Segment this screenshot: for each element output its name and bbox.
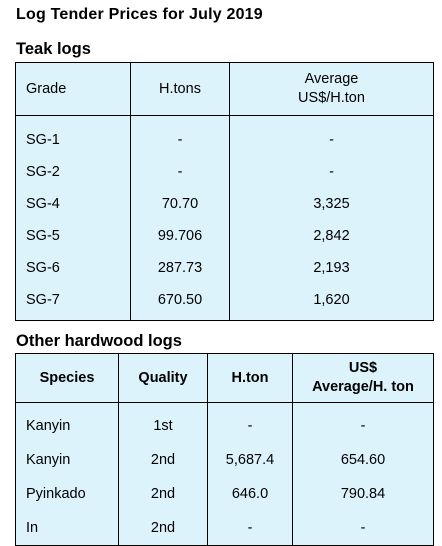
table-cell: SG-4 — [15, 188, 131, 220]
teak-prices-table: Grade H.tons Average US$/H.ton SG-1- - SG-… — [15, 62, 434, 321]
table-cell: SG-2 — [15, 156, 131, 188]
table-cell: - — [130, 115, 230, 156]
header-line: Average/H. ton — [312, 379, 414, 395]
table-cell: 2nd — [118, 443, 208, 477]
table-cell: 2nd — [118, 477, 208, 511]
table-cell: 2nd — [118, 511, 208, 546]
table-cell: 2,193 — [229, 252, 434, 284]
table-cell: 2,842 — [229, 220, 434, 252]
table-cell: In — [15, 511, 119, 546]
column-header-htons: H.tons — [130, 62, 230, 116]
table-row: SG-2- - — [15, 156, 434, 188]
column-header-grade: Grade — [15, 62, 131, 116]
table-cell: 670.50 — [130, 284, 230, 321]
column-header-quality: Quality — [118, 353, 208, 403]
header-line: US$ — [348, 360, 378, 376]
column-header-average-price: US$ Average/H. ton — [292, 353, 434, 403]
table-cell: Pyinkado — [15, 477, 119, 511]
column-header-species: Species — [15, 353, 119, 403]
table-cell: 287.73 — [130, 252, 230, 284]
table-row: SG-7 670.50 1,620 — [15, 284, 434, 321]
table-cell: 646.0 — [207, 477, 293, 511]
table-cell: SG-5 — [15, 220, 131, 252]
teak-section-title: Teak logs — [16, 40, 91, 58]
table-row: SG-6 287.73 2,193 — [15, 252, 434, 284]
table-cell: 790.84 — [292, 477, 434, 511]
header-line: US$/H.ton — [298, 90, 365, 106]
hardwood-section-title: Other hardwood logs — [16, 332, 182, 350]
table-cell: - — [207, 402, 293, 443]
column-header-average-price: Average US$/H.ton — [229, 62, 434, 116]
table-cell: - — [130, 156, 230, 188]
table-cell: - — [207, 511, 293, 546]
table-cell: 654.60 — [292, 443, 434, 477]
table-cell: - — [229, 115, 434, 156]
table-cell: Kanyin — [15, 402, 119, 443]
table-row: SG-1- - — [15, 115, 434, 156]
table-cell: 5,687.4 — [207, 443, 293, 477]
table-cell: - — [292, 402, 434, 443]
table-cell: SG-6 — [15, 252, 131, 284]
table-header-row: Species Quality H.ton US$ Average/H. ton — [15, 353, 434, 403]
table-header-row: Grade H.tons Average US$/H.ton — [15, 62, 434, 116]
table-cell: 3,325 — [229, 188, 434, 220]
table-cell: - — [292, 511, 434, 546]
column-header-hton: H.ton — [207, 353, 293, 403]
table-cell: 70.70 — [130, 188, 230, 220]
table-row: In 2nd - - — [15, 511, 434, 546]
table-row: Kanyin 1st - - — [15, 402, 434, 443]
table-cell: 1st — [118, 402, 208, 443]
table-cell: Kanyin — [15, 443, 119, 477]
table-cell: 1,620 — [229, 284, 434, 321]
hardwood-prices-table: Species Quality H.ton US$ Average/H. ton… — [15, 353, 434, 546]
table-row: Pyinkado 2nd 646.0 790.84 — [15, 477, 434, 511]
table-row: SG-5 99.706 2,842 — [15, 220, 434, 252]
table-cell: 99.706 — [130, 220, 230, 252]
header-line: Average — [304, 71, 359, 87]
table-cell: SG-1 — [15, 115, 131, 156]
table-cell: SG-7 — [15, 284, 131, 321]
table-cell: - — [229, 156, 434, 188]
table-row: SG-4 70.70 3,325 — [15, 188, 434, 220]
page-title: Log Tender Prices for July 2019 — [16, 6, 263, 23]
table-row: Kanyin 2nd 5,687.4 654.60 — [15, 443, 434, 477]
